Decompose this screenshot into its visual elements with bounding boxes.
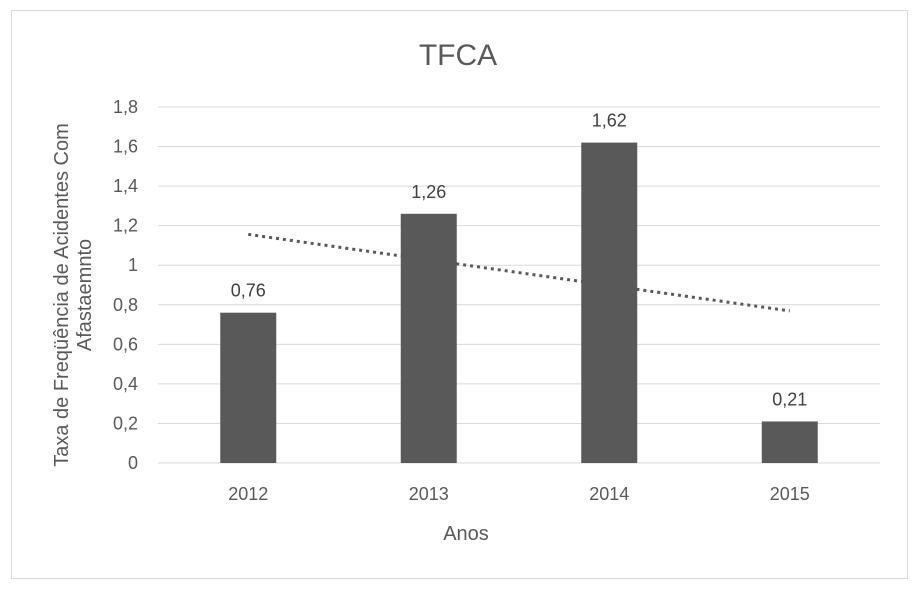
bar-2012	[220, 312, 277, 463]
y-tick-label: 0,8	[113, 295, 138, 315]
bar-2014	[581, 142, 638, 463]
y-tick-label: 1,6	[113, 137, 138, 157]
y-tick-label: 1,4	[113, 176, 138, 196]
x-tick-label: 2012	[228, 484, 268, 504]
x-axis-ticks: 2012 2013 2014 2015	[228, 484, 810, 504]
y-tick-label: 0	[128, 453, 138, 473]
chart-title: TFCA	[419, 39, 497, 72]
y-axis-ticks: 0 0,2 0,4 0,6 0,8 1 1,2 1,4 1,6 1,8	[113, 97, 138, 473]
trendline	[248, 232, 790, 313]
y-tick-label: 1,2	[113, 216, 138, 236]
y-axis-title: Taxa de Freqüência de Acidentes ComAfast…	[51, 123, 96, 467]
trendline-line	[248, 232, 790, 313]
y-tick-label: 0,2	[113, 413, 138, 433]
y-axis-title-line: Afastaemnto	[74, 239, 96, 351]
x-tick-label: 2013	[409, 484, 449, 504]
y-tick-label: 0,6	[113, 334, 138, 354]
data-label: 1,26	[411, 182, 446, 202]
bar-2013	[400, 213, 457, 463]
bar-2015	[761, 421, 818, 463]
data-label: 1,62	[592, 111, 627, 131]
y-axis-title-text: Taxa de Freqüência de Acidentes ComAfast…	[51, 123, 96, 467]
data-label: 0,76	[231, 281, 266, 301]
bars	[220, 142, 818, 463]
y-tick-label: 1,8	[113, 97, 138, 117]
data-label: 0,21	[772, 389, 807, 409]
x-axis-title: Anos	[443, 523, 489, 545]
y-tick-label: 0,4	[113, 374, 138, 394]
y-axis-title-line: Taxa de Freqüência de Acidentes Com	[51, 123, 73, 467]
data-labels: 0,76 1,26 1,62 0,21	[231, 111, 808, 410]
x-tick-label: 2014	[589, 484, 629, 504]
chart-frame	[11, 10, 908, 579]
x-tick-label: 2015	[770, 484, 810, 504]
y-tick-label: 1	[128, 255, 138, 275]
gridlines	[158, 106, 880, 464]
